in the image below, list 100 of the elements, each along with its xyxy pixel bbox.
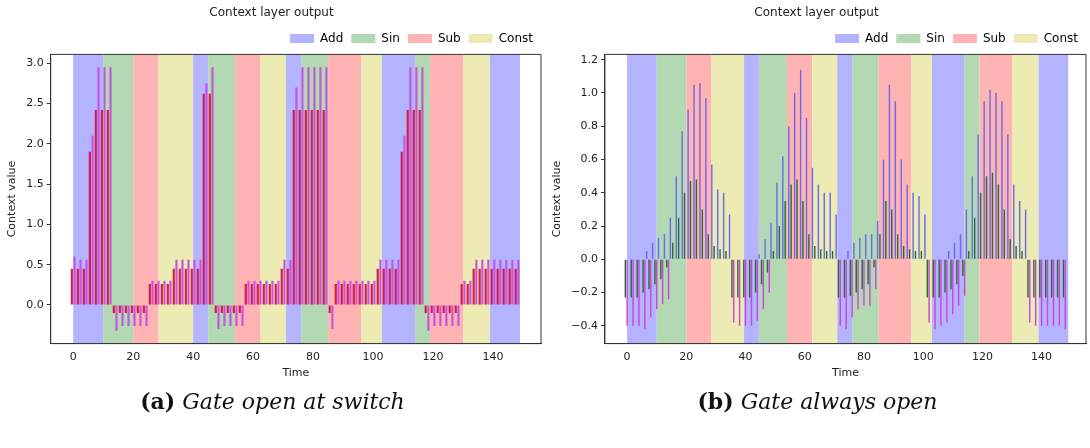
text: (b) Gate always open (696, 388, 939, 414)
bar (412, 109, 415, 305)
bar (313, 67, 316, 305)
bar (208, 93, 211, 305)
x-axis-title: Time (830, 366, 860, 380)
bar (85, 259, 88, 305)
bar (202, 93, 205, 305)
bar (124, 305, 127, 313)
x-tick-label: 60 (797, 350, 812, 364)
bar (169, 280, 172, 305)
bar (394, 268, 397, 305)
bar (478, 268, 481, 305)
y-tick-label: 0.5 (26, 257, 44, 271)
bar (409, 67, 412, 305)
bar (373, 280, 376, 305)
bar (181, 259, 184, 305)
bar (388, 268, 391, 305)
bar (232, 305, 235, 313)
bar (457, 305, 460, 326)
x-tick-label: 80 (306, 350, 321, 364)
bar (196, 268, 199, 305)
bar (151, 280, 154, 305)
y-tick-label: 1.0 (26, 217, 44, 231)
y-tick-label: 0.2 (580, 218, 598, 232)
bar (319, 67, 322, 305)
bar (379, 259, 382, 305)
y-tick-label: 0.0 (580, 252, 598, 266)
bar (184, 268, 187, 305)
bar (301, 67, 304, 305)
bar (436, 305, 439, 313)
bar (415, 67, 418, 305)
bar (487, 259, 490, 305)
bar (451, 305, 454, 326)
bar (70, 268, 73, 305)
bar (229, 305, 232, 326)
bar (397, 259, 400, 305)
bar (280, 268, 283, 305)
bar (115, 305, 118, 331)
bar (103, 67, 106, 305)
x-tick-label: 60 (246, 350, 261, 364)
y-tick-label: −0.4 (571, 318, 598, 332)
chart-title: Context layer output (754, 5, 879, 20)
x-tick-label: 40 (738, 350, 753, 364)
bar (349, 280, 352, 305)
legend-label: Sub (437, 30, 461, 45)
bar (499, 259, 502, 305)
bar (265, 280, 268, 305)
y-tick-label: 0.0 (26, 297, 44, 311)
y-tick-label: 3.0 (26, 56, 44, 70)
bar (445, 305, 448, 326)
bar (454, 305, 457, 313)
bar (127, 305, 130, 326)
bar (448, 305, 451, 313)
bar (442, 305, 445, 313)
bar (157, 280, 160, 305)
bar (259, 280, 262, 305)
y-tick-label: −0.2 (571, 285, 598, 299)
bar (79, 259, 82, 305)
x-tick-label: 0 (69, 350, 77, 364)
legend-label: Add (320, 30, 344, 45)
bar (97, 67, 100, 305)
x-tick-label: 120 (422, 350, 444, 364)
bar (118, 305, 121, 313)
bar (106, 109, 109, 305)
y-tick-label: 1.2 (580, 52, 598, 66)
bar (304, 109, 307, 305)
bar (463, 280, 466, 305)
bar (139, 305, 142, 326)
bar (238, 305, 241, 313)
bar (289, 259, 292, 305)
bar (325, 67, 328, 305)
bar (391, 259, 394, 305)
legend-label: Sub (982, 30, 1006, 45)
bar (328, 305, 331, 313)
x-tick-label: 140 (1031, 350, 1053, 364)
bar (493, 259, 496, 305)
bar (502, 268, 505, 305)
bar (283, 259, 286, 305)
x-tick-label: 120 (971, 350, 993, 364)
chart-title: Context layer output (209, 5, 334, 20)
bar (469, 280, 472, 305)
bar (175, 259, 178, 305)
bar (100, 109, 103, 305)
bar (439, 305, 442, 326)
y-tick-label: 2.0 (26, 136, 44, 150)
bar (433, 305, 436, 326)
bar (418, 109, 421, 305)
bar (508, 268, 511, 305)
bar (376, 268, 379, 305)
x-tick-label: 100 (362, 350, 384, 364)
text: (a) Gate open at switch (139, 388, 406, 414)
bar (316, 109, 319, 305)
bar (130, 305, 133, 313)
bar (88, 151, 91, 305)
bar (172, 268, 175, 305)
bar (277, 280, 280, 305)
y-tick-label: 1.5 (26, 176, 44, 190)
bar (178, 268, 181, 305)
bar (292, 109, 295, 305)
bar (403, 135, 406, 305)
